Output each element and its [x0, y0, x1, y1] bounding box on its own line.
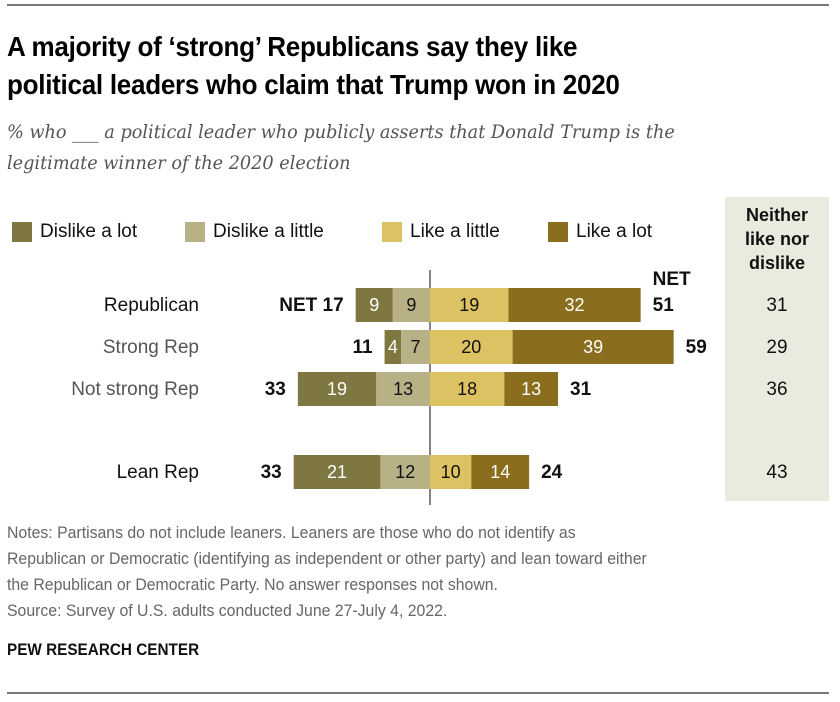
bar-value-label: 9: [369, 295, 379, 315]
net-like-label: 24: [541, 462, 563, 483]
bar-like-a-lot: [508, 288, 641, 322]
neither-value-label: 29: [766, 337, 787, 358]
neither-column-header: Neither like nor dislike: [725, 203, 829, 275]
bar-value-label: 32: [565, 295, 585, 315]
net-like-label: 59: [686, 337, 707, 358]
legend-item-dislike-a-little: Dislike a little: [185, 221, 324, 243]
chart-subtitle: % who ___ a political leader who publicl…: [7, 117, 779, 179]
legend-label: Like a little: [410, 221, 500, 242]
bar-value-label: 20: [461, 337, 481, 357]
legend-label: Like a lot: [576, 221, 653, 242]
bar-dislike-a-lot: [384, 330, 402, 364]
note-line: Notes: Partisans do not include leaners.…: [7, 523, 576, 542]
bar-dislike-a-little: [380, 455, 430, 489]
neither-header-line: like nor: [744, 229, 810, 249]
bar-like-a-lot: [471, 455, 530, 489]
bar-like-a-lot: [512, 330, 674, 364]
bar-value-label: 7: [411, 337, 421, 357]
bar-value-label: 13: [393, 379, 413, 399]
net-like-prefix-label: NET: [653, 269, 691, 290]
category-label: Strong Rep: [103, 337, 199, 358]
bar-value-label: 39: [583, 337, 603, 357]
category-label: Lean Rep: [117, 462, 199, 483]
category-label: Republican: [104, 295, 199, 316]
bar-value-label: 12: [395, 462, 415, 482]
neither-value-label: 43: [766, 462, 787, 483]
source-line: Source: Survey of U.S. adults conducted …: [7, 601, 448, 620]
legend-label: Dislike a little: [213, 221, 324, 242]
legend-item-like-a-little: Like a little: [382, 221, 500, 243]
neither-header-line: Neither: [745, 205, 808, 225]
neither-header-line: dislike: [748, 253, 806, 273]
bar-like-a-little: [430, 330, 513, 364]
top-rule: [7, 4, 829, 6]
legend-swatch: [382, 222, 402, 242]
bar-like-a-little: [430, 288, 509, 322]
subtitle-line: % who ___ a political leader who publicl…: [7, 121, 675, 143]
title-line: political leaders who claim that Trump w…: [7, 69, 620, 100]
legend-label: Dislike a lot: [40, 221, 138, 242]
chart-title: A majority of ‘strong’ Republicans say t…: [7, 28, 770, 104]
note-line: Republican or Democratic (identifying as…: [7, 549, 647, 568]
neither-value-label: 31: [766, 295, 787, 316]
net-dislike-label: NET 17: [279, 295, 343, 316]
bar-like-a-little: [430, 372, 505, 406]
legend-swatch: [12, 222, 32, 242]
bottom-rule: [7, 692, 829, 694]
legend-item-like-a-lot: Like a lot: [548, 221, 652, 243]
bar-value-label: 10: [441, 462, 461, 482]
bar-value-label: 18: [457, 379, 477, 399]
net-like-label: 31: [570, 379, 592, 400]
note-line: the Republican or Democratic Party. No a…: [7, 575, 498, 594]
bar-like-a-little: [430, 455, 472, 489]
bar-dislike-a-little: [392, 288, 430, 322]
legend-item-dislike-a-lot: Dislike a lot: [12, 221, 137, 243]
bar-value-label: 9: [406, 295, 416, 315]
net-dislike-label: 11: [352, 337, 373, 358]
bar-value-label: 19: [327, 379, 347, 399]
category-label: Not strong Rep: [71, 379, 199, 400]
bar-value-label: 14: [490, 462, 510, 482]
bar-value-label: 4: [388, 337, 398, 357]
subtitle-line: legitimate winner of the 2020 election: [7, 152, 351, 174]
bar-dislike-a-lot: [355, 288, 393, 322]
brand-logo-text: PEW RESEARCH CENTER: [7, 640, 200, 659]
bar-dislike-a-lot: [293, 455, 381, 489]
legend-swatch: [548, 222, 568, 242]
net-like-label: 51: [653, 295, 675, 316]
bar-value-label: 21: [327, 462, 347, 482]
net-dislike-label: 33: [265, 379, 286, 400]
bar-value-label: 19: [459, 295, 479, 315]
title-line: A majority of ‘strong’ Republicans say t…: [7, 31, 578, 62]
bar-dislike-a-little: [376, 372, 430, 406]
neither-column-background: [725, 197, 829, 501]
bar-dislike-a-lot: [297, 372, 377, 406]
notes: Notes: Partisans do not include leaners.…: [7, 520, 779, 624]
net-dislike-label: 33: [261, 462, 282, 483]
bar-value-label: 13: [521, 379, 541, 399]
bar-dislike-a-little: [401, 330, 430, 364]
legend-swatch: [185, 222, 205, 242]
bar-like-a-lot: [504, 372, 559, 406]
neither-value-label: 36: [766, 379, 787, 400]
